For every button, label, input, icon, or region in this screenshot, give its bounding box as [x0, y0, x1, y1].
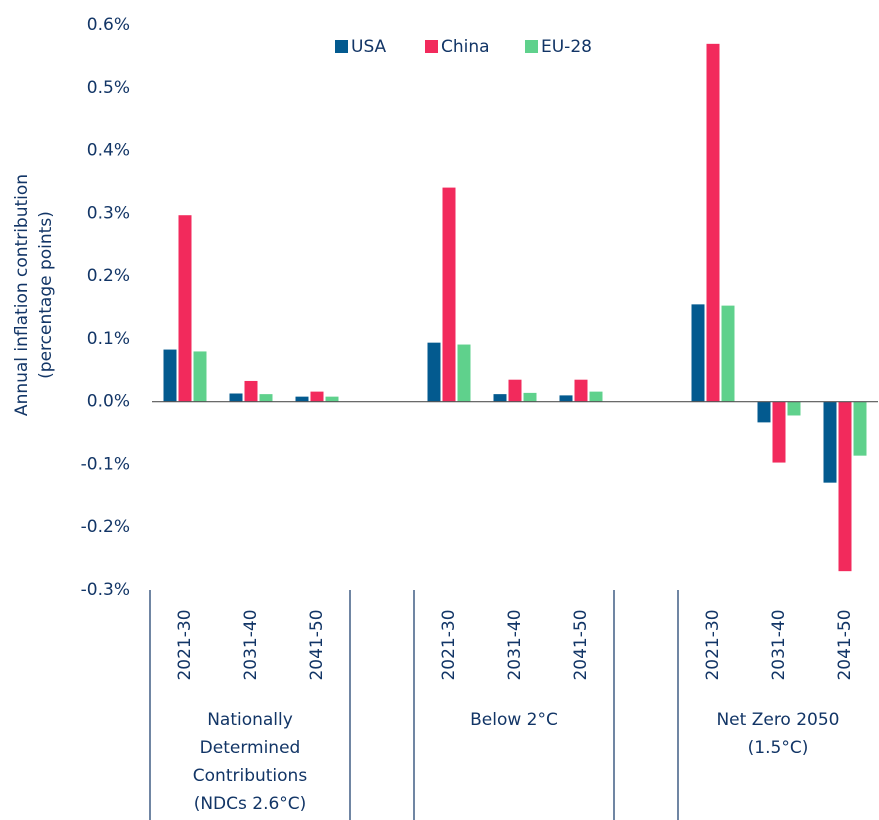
bar: [691, 304, 705, 402]
bar: [508, 379, 522, 402]
bar: [163, 349, 177, 402]
legend-label: China: [441, 37, 490, 57]
x-tick-label: 2021-30: [703, 609, 723, 680]
bar: [193, 351, 207, 402]
y-tick-label: -0.2%: [81, 517, 130, 537]
legend-label: EU-28: [541, 37, 592, 57]
bar: [244, 380, 258, 402]
bar: [706, 43, 720, 402]
y-tick-label: 0.0%: [87, 392, 130, 412]
x-tick-label: 2031-40: [505, 609, 525, 680]
legend-label: USA: [351, 37, 387, 57]
group-label: Contributions: [193, 766, 308, 786]
bar: [295, 396, 309, 402]
bar: [757, 401, 771, 423]
bar: [823, 401, 837, 483]
bar: [559, 395, 573, 402]
bar: [442, 187, 456, 402]
bar: [178, 215, 192, 402]
y-tick-label: 0.3%: [87, 203, 130, 223]
bar: [427, 342, 441, 402]
y-tick-label: 0.6%: [87, 15, 130, 35]
bar: [325, 396, 339, 402]
bar: [853, 401, 867, 456]
x-tick-label: 2021-30: [439, 609, 459, 680]
group-label: Net Zero 2050: [716, 710, 839, 730]
bar: [457, 344, 471, 402]
legend-swatch: [335, 40, 348, 53]
group-label: (1.5°C): [748, 738, 809, 758]
bar: [259, 394, 273, 402]
legend-swatch: [525, 40, 538, 53]
y-axis-label: (percentage points): [36, 211, 56, 379]
bar: [523, 392, 537, 402]
y-tick-label: 0.5%: [87, 78, 130, 98]
bar: [589, 391, 603, 402]
y-tick-label: 0.1%: [87, 329, 130, 349]
bar: [787, 401, 801, 416]
bar: [721, 305, 735, 402]
y-axis-label: Annual inflation contribution: [12, 174, 32, 416]
bar: [229, 393, 243, 402]
y-tick-label: -0.1%: [81, 454, 130, 474]
x-tick-label: 2031-40: [769, 609, 789, 680]
y-tick-label: 0.2%: [87, 266, 130, 286]
group-label: Nationally: [207, 710, 293, 730]
bar: [310, 391, 324, 402]
bar: [772, 401, 786, 463]
bar: [493, 394, 507, 402]
bar: [838, 401, 852, 572]
y-tick-label: 0.4%: [87, 141, 130, 161]
group-label: Determined: [200, 738, 301, 758]
x-tick-label: 2031-40: [241, 609, 261, 680]
x-tick-label: 2021-30: [175, 609, 195, 680]
bar: [574, 379, 588, 402]
group-label: (NDCs 2.6°C): [194, 794, 307, 814]
x-tick-label: 2041-50: [307, 609, 327, 680]
y-tick-label: -0.3%: [81, 580, 130, 600]
x-tick-label: 2041-50: [835, 609, 855, 680]
group-label: Below 2°C: [470, 710, 558, 730]
legend-swatch: [425, 40, 438, 53]
x-tick-label: 2041-50: [571, 609, 591, 680]
